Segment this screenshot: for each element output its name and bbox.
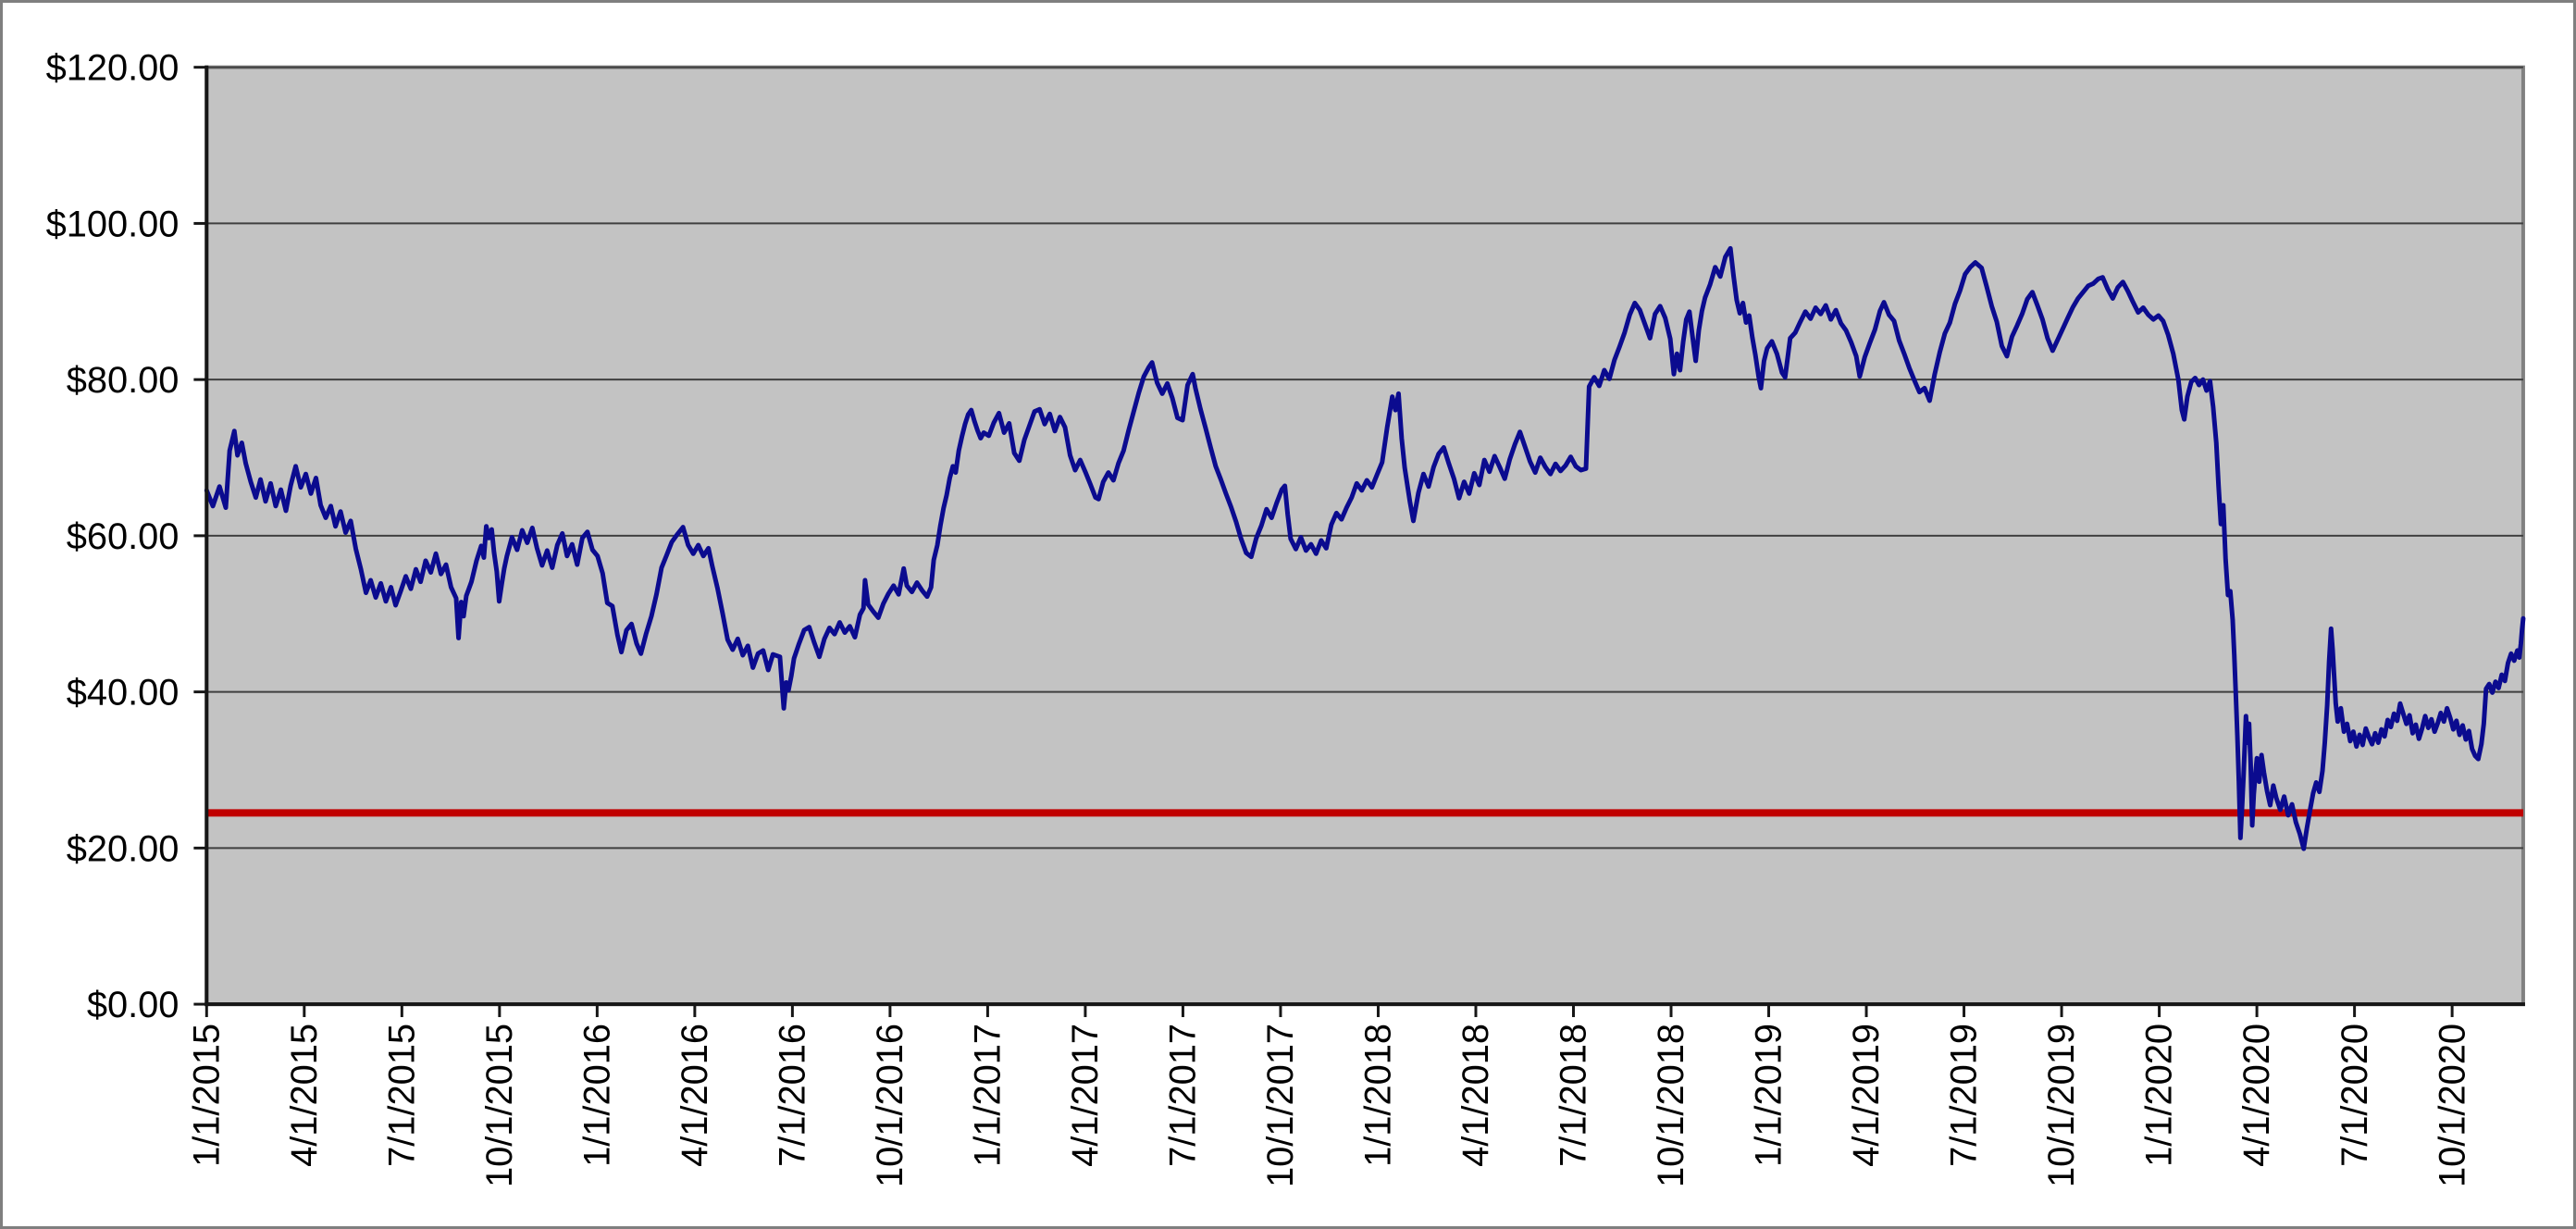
y-axis-label-40: $40.00	[67, 673, 180, 714]
x-axis-label-2: 7/1/2015	[381, 1024, 422, 1167]
x-axis-label-10: 7/1/2017	[1163, 1024, 1204, 1167]
x-axis-label-23: 10/1/2020	[2432, 1024, 2472, 1187]
x-axis-label-16: 1/1/2019	[1749, 1024, 1790, 1167]
x-axis-label-19: 10/1/2019	[2041, 1024, 2082, 1187]
y-axis-label-120: $120.00	[46, 48, 180, 89]
y-axis-label-0: $0.00	[87, 985, 180, 1025]
x-axis-label-5: 4/1/2016	[675, 1024, 715, 1167]
x-axis-label-21: 4/1/2020	[2236, 1024, 2277, 1167]
x-axis-label-4: 1/1/2016	[577, 1024, 618, 1167]
y-axis-label-60: $60.00	[67, 516, 180, 557]
x-axis-label-18: 7/1/2019	[1944, 1024, 1985, 1167]
x-axis-label-8: 1/1/2017	[968, 1024, 1009, 1167]
x-axis-label-13: 4/1/2018	[1455, 1024, 1496, 1167]
x-axis-label-11: 10/1/2017	[1260, 1024, 1301, 1187]
x-axis-label-14: 7/1/2018	[1554, 1024, 1594, 1167]
y-axis-label-100: $100.00	[46, 204, 180, 244]
x-axis-label-15: 10/1/2018	[1651, 1024, 1691, 1187]
x-axis-label-22: 7/1/2020	[2334, 1024, 2375, 1167]
y-axis-label-80: $80.00	[67, 360, 180, 401]
x-axis-label-12: 1/1/2018	[1358, 1024, 1399, 1167]
x-axis-label-6: 7/1/2016	[773, 1024, 813, 1167]
x-axis-label-20: 1/1/2020	[2139, 1024, 2180, 1167]
x-axis-label-0: 1/1/2015	[186, 1024, 227, 1167]
x-axis-label-9: 4/1/2017	[1065, 1024, 1106, 1167]
price-line-chart: $0.00 $20.00 $40.00 $60.00 $80.00 $100.00 $120…	[46, 48, 2526, 1187]
y-axis-label-20: $20.00	[67, 828, 180, 869]
price-line-series	[204, 245, 2526, 851]
x-axis-label-3: 10/1/2015	[479, 1024, 520, 1187]
x-axis-label-1: 4/1/2015	[284, 1024, 325, 1167]
x-axis-label-17: 4/1/2019	[1846, 1024, 1887, 1167]
x-axis-label-7: 10/1/2016	[870, 1024, 910, 1187]
